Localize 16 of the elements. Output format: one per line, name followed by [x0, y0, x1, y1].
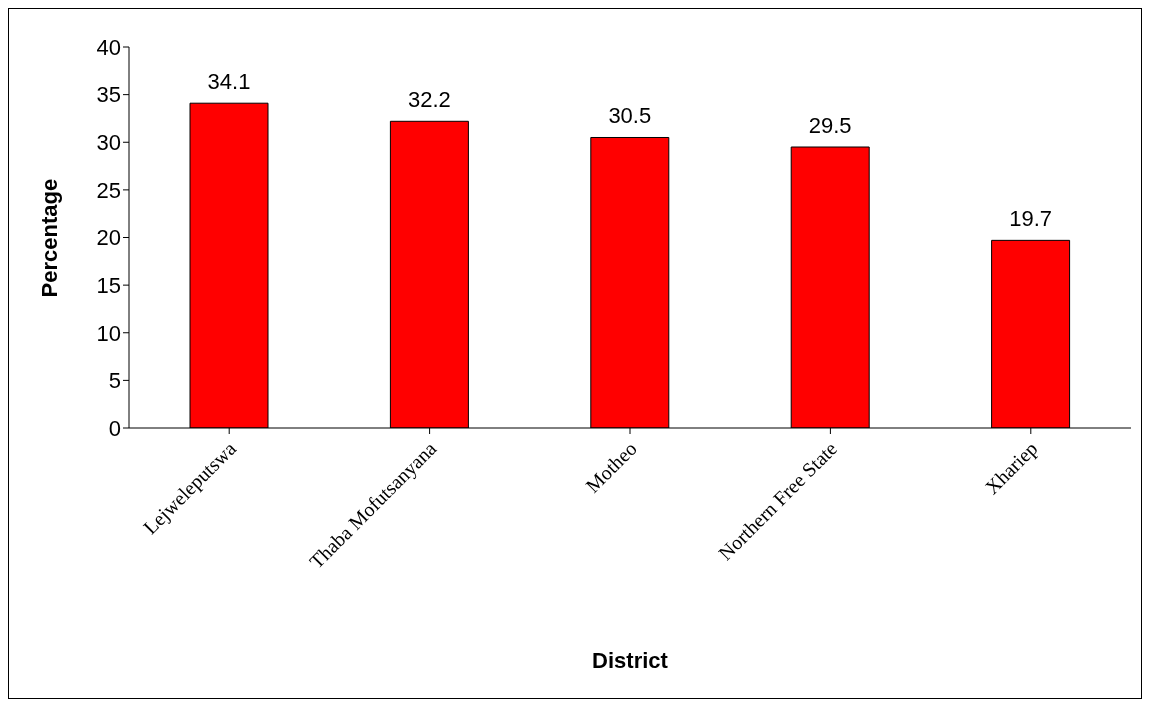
y-tick-label: 20 — [96, 225, 121, 251]
y-tick-label: 30 — [96, 130, 121, 156]
data-label: 34.1 — [207, 69, 251, 95]
y-tick-label: 35 — [96, 82, 121, 108]
y-tick-label: 0 — [108, 415, 121, 441]
data-label: 30.5 — [608, 103, 652, 129]
data-label: 29.5 — [808, 113, 852, 139]
y-tick-label: 10 — [96, 320, 121, 346]
y-tick-label: 25 — [96, 177, 121, 203]
data-label: 32.2 — [407, 87, 451, 113]
y-axis-title: Percentage — [36, 178, 62, 298]
y-tick-label: 15 — [96, 272, 121, 298]
data-label: 19.7 — [1009, 206, 1053, 232]
y-tick-label: 40 — [96, 34, 121, 60]
y-tick-label: 5 — [108, 368, 121, 394]
x-axis-title: District — [592, 648, 669, 673]
